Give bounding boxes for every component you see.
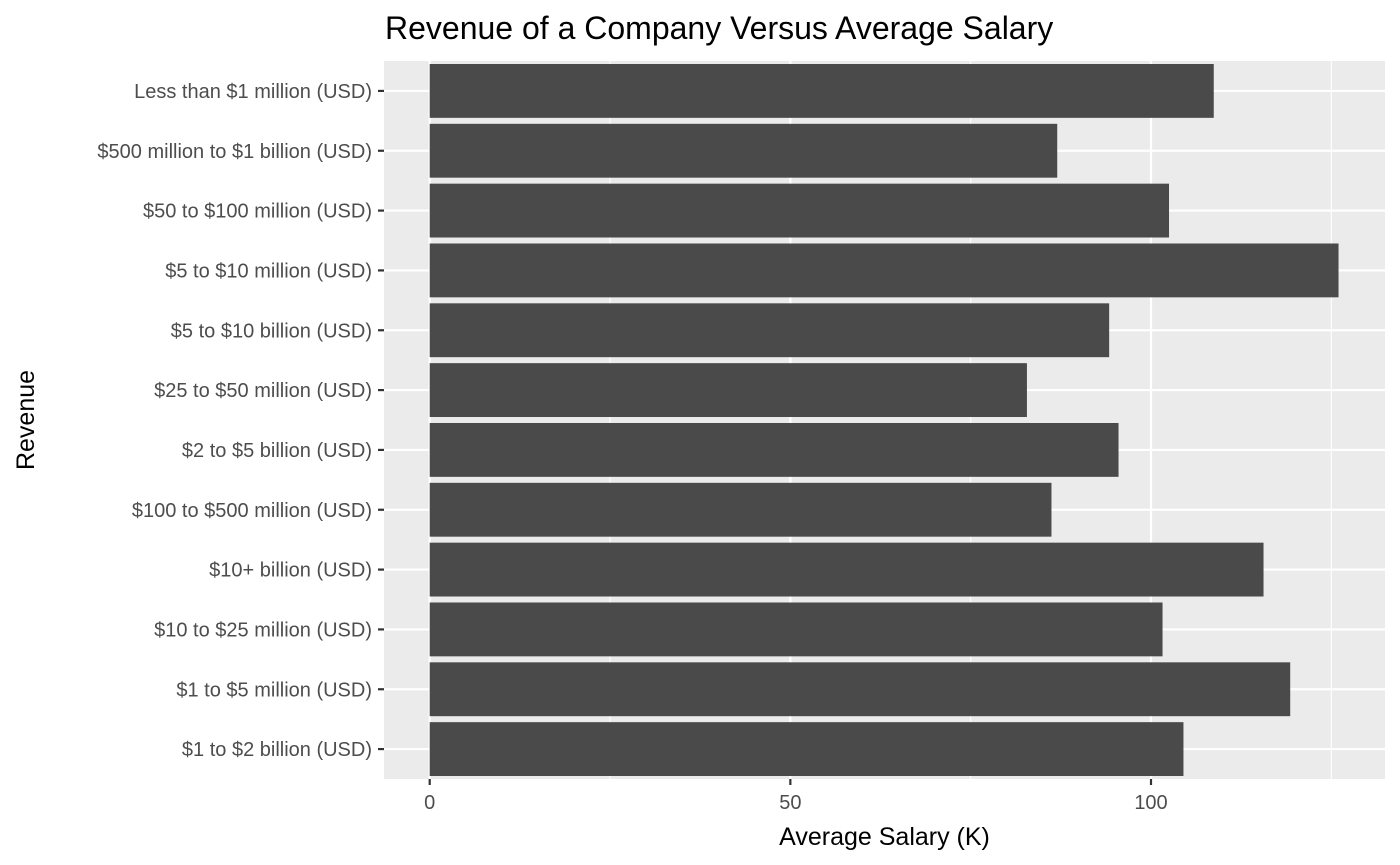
y-tick-label: Less than $1 million (USD) (134, 81, 372, 103)
x-tick-label: 0 (424, 792, 435, 814)
y-tick-label: $50 to $100 million (USD) (143, 201, 372, 223)
bar (429, 243, 1339, 298)
bar (429, 422, 1119, 477)
y-tick-label: $5 to $10 million (USD) (165, 260, 372, 282)
x-tick-label: 50 (779, 792, 801, 814)
y-tick-label: $25 to $50 million (USD) (154, 380, 372, 402)
y-axis-title: Revenue (12, 370, 40, 470)
x-tick-label: 100 (1134, 792, 1167, 814)
y-tick-label: $100 to $500 million (USD) (132, 500, 372, 522)
bar (429, 602, 1163, 657)
bar (429, 482, 1052, 537)
y-tick-label: $1 to $2 billion (USD) (182, 739, 372, 761)
y-tick-label: $2 to $5 billion (USD) (182, 440, 372, 462)
bar (429, 303, 1110, 358)
y-tick-label: $10 to $25 million (USD) (154, 619, 372, 641)
y-tick-label: $5 to $10 billion (USD) (171, 320, 372, 342)
plot-panel (384, 61, 1385, 779)
bar (429, 662, 1291, 717)
y-tick-label: $1 to $5 million (USD) (176, 679, 372, 701)
bar (429, 123, 1058, 178)
bar (429, 722, 1184, 777)
y-tick-label: $500 million to $1 billion (USD) (97, 141, 372, 163)
bars (429, 63, 1339, 777)
y-tick-label: $10+ billion (USD) (209, 560, 372, 582)
y-axis: Less than $1 million (USD) $500 million t… (97, 81, 384, 761)
x-axis-title: Average Salary (K) (779, 823, 990, 851)
bar (429, 63, 1214, 118)
bar (429, 183, 1170, 238)
chart-title: Revenue of a Company Versus Average Sala… (385, 10, 1053, 46)
x-axis: 0 50 100 (424, 779, 1168, 814)
bar (429, 363, 1027, 418)
bar (429, 542, 1264, 597)
